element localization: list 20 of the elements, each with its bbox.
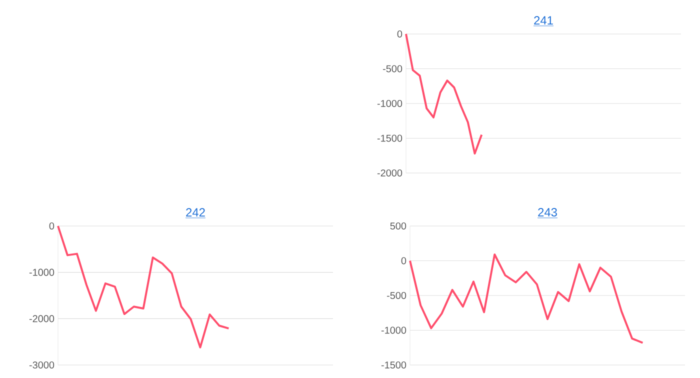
chart-title: 243 [538, 208, 557, 216]
y-tick-label: -1000 [381, 326, 406, 334]
y-tick-label: -500 [382, 65, 402, 72]
y-tick-label: -1500 [381, 361, 406, 369]
line-series [409, 253, 644, 344]
y-tick-label: -2000 [377, 169, 402, 177]
y-tick-label: 0 [49, 222, 54, 230]
chart-title: 241 [534, 16, 553, 25]
y-tick-label: 500 [390, 222, 406, 230]
line-series [405, 32, 483, 155]
y-tick-label: -3000 [29, 361, 54, 369]
y-tick-label: -2000 [29, 315, 54, 322]
y-tick-label: -1000 [29, 268, 54, 276]
y-tick-label: -1000 [377, 100, 402, 108]
chart-title: 242 [186, 208, 205, 217]
y-tick-label: -1500 [377, 134, 402, 142]
y-tick-label: 0 [397, 30, 402, 38]
y-tick-label: -500 [386, 292, 406, 300]
y-tick-label: 0 [401, 257, 406, 264]
line-series [57, 225, 230, 348]
